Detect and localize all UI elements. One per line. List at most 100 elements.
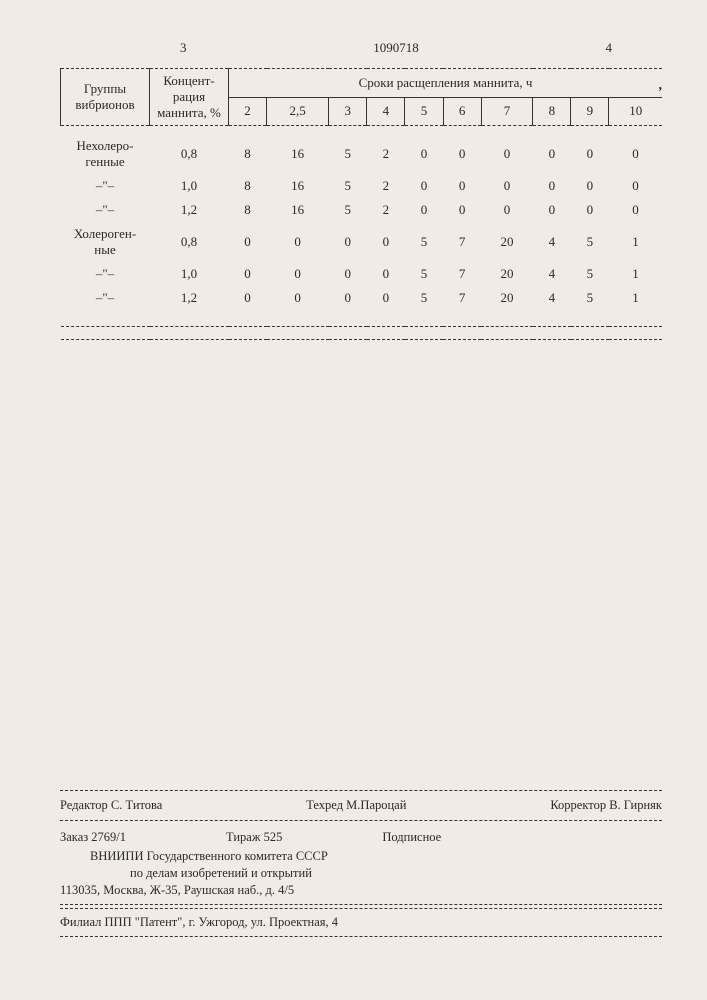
cell: 20 — [481, 262, 533, 286]
stray-mark: , — [659, 78, 663, 94]
cell: 16 — [267, 198, 329, 222]
address-line: 113035, Москва, Ж-35, Раушская наб., д. … — [60, 882, 662, 899]
time-col-header: 3 — [329, 97, 367, 126]
cell: 4 — [533, 262, 571, 286]
time-col-header: 8 — [533, 97, 571, 126]
document-number: 1090718 — [373, 40, 419, 56]
cell: 5 — [405, 222, 443, 262]
cell: 0 — [229, 286, 267, 310]
cell: 16 — [267, 174, 329, 198]
cell: 0 — [609, 198, 662, 222]
cell: 0 — [367, 286, 405, 310]
cell: 5 — [405, 286, 443, 310]
ditto-mark: –"– — [61, 262, 150, 286]
branch-line: Филиал ППП "Патент", г. Ужгород, ул. Про… — [60, 912, 662, 933]
table-end-rule — [61, 327, 663, 340]
cell: 5 — [329, 134, 367, 174]
cell: 0 — [405, 198, 443, 222]
header-numbers: 3 1090718 4 — [60, 40, 662, 56]
cell: 0 — [367, 222, 405, 262]
col-header-time-span: Сроки расщепления маннита, ч — [229, 69, 663, 98]
cell: 0 — [329, 222, 367, 262]
cell: 20 — [481, 286, 533, 310]
org-line-2: по делам изобретений и открытий — [60, 865, 662, 882]
time-col-header: 6 — [443, 97, 481, 126]
cell: 1 — [609, 286, 662, 310]
cell: 0 — [329, 262, 367, 286]
data-table: Группы вибрионов Концент- рация маннита,… — [60, 68, 662, 340]
cell: 0 — [229, 262, 267, 286]
cell: 2 — [367, 198, 405, 222]
org-line-1: ВНИИПИ Государственного комитета СССР — [60, 848, 662, 865]
time-col-header: 5 — [405, 97, 443, 126]
cell: 0 — [533, 198, 571, 222]
cell: 0 — [571, 174, 609, 198]
table-row: Холероген- ные 0,8 0 0 0 0 5 7 20 4 5 1 — [61, 222, 663, 262]
time-col-header: 7 — [481, 97, 533, 126]
cell: 8 — [229, 134, 267, 174]
order-number: Заказ 2769/1 — [60, 829, 126, 846]
table-row: –"– 1,2 8 16 5 2 0 0 0 0 0 0 — [61, 198, 663, 222]
cell: 0 — [367, 262, 405, 286]
cell: 0 — [533, 134, 571, 174]
cell: 0 — [267, 262, 329, 286]
page-num-left: 3 — [180, 40, 187, 56]
table-row: –"– 1,0 8 16 5 2 0 0 0 0 0 0 — [61, 174, 663, 198]
cell-conc: 0,8 — [150, 222, 229, 262]
cell: 5 — [571, 286, 609, 310]
cell: 0 — [443, 134, 481, 174]
cell: 4 — [533, 286, 571, 310]
cell: 0 — [571, 198, 609, 222]
cell: 7 — [443, 262, 481, 286]
table-row: –"– 1,0 0 0 0 0 5 7 20 4 5 1 — [61, 262, 663, 286]
table-row: Нехолеро- генные 0,8 8 16 5 2 0 0 0 0 0 … — [61, 134, 663, 174]
cell: 7 — [443, 222, 481, 262]
cell: 0 — [609, 134, 662, 174]
cell: 5 — [571, 262, 609, 286]
editor-credit: Редактор С. Титова — [60, 798, 162, 813]
cell: 0 — [571, 134, 609, 174]
cell: 4 — [533, 222, 571, 262]
cell: 0 — [481, 198, 533, 222]
table-row: –"– 1,2 0 0 0 0 5 7 20 4 5 1 — [61, 286, 663, 310]
corrector-credit: Корректор В. Гирняк — [550, 798, 662, 813]
cell: 5 — [405, 262, 443, 286]
col-header-group: Группы вибрионов — [61, 69, 150, 126]
cell: 2 — [367, 174, 405, 198]
cell: 16 — [267, 134, 329, 174]
cell: 0 — [329, 286, 367, 310]
cell: 2 — [367, 134, 405, 174]
ditto-mark: –"– — [61, 286, 150, 310]
ditto-mark: –"– — [61, 174, 150, 198]
cell: 8 — [229, 174, 267, 198]
cell: 7 — [443, 286, 481, 310]
cell: 0 — [405, 134, 443, 174]
time-col-header: 9 — [571, 97, 609, 126]
time-col-header: 2 — [229, 97, 267, 126]
cell: 0 — [267, 222, 329, 262]
cell: 8 — [229, 198, 267, 222]
tech-credit: Техред М.Пароцай — [306, 798, 406, 813]
ditto-mark: –"– — [61, 198, 150, 222]
cell: 0 — [405, 174, 443, 198]
cell: 0 — [443, 174, 481, 198]
cell-conc: 1,0 — [150, 262, 229, 286]
group-label: Нехолеро- генные — [61, 134, 150, 174]
time-col-header: 10 — [609, 97, 662, 126]
cell: 5 — [329, 198, 367, 222]
cell: 0 — [481, 174, 533, 198]
page-num-right: 4 — [606, 40, 613, 56]
cell: 1 — [609, 262, 662, 286]
cell-conc: 1,2 — [150, 198, 229, 222]
cell: 5 — [571, 222, 609, 262]
subscription-label: Подписное — [382, 829, 441, 846]
cell: 0 — [443, 198, 481, 222]
cell-conc: 1,0 — [150, 174, 229, 198]
cell-conc: 0,8 — [150, 134, 229, 174]
cell: 0 — [533, 174, 571, 198]
cell: 20 — [481, 222, 533, 262]
time-col-header: 2,5 — [267, 97, 329, 126]
cell: 0 — [229, 222, 267, 262]
cell: 5 — [329, 174, 367, 198]
group-label: Холероген- ные — [61, 222, 150, 262]
